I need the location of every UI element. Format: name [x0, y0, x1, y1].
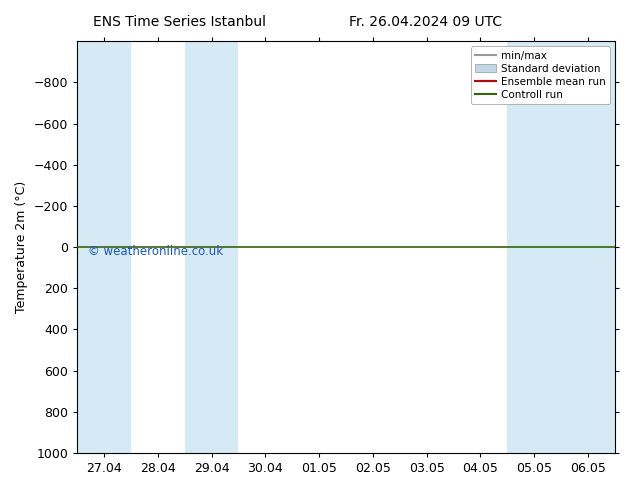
Bar: [561, 41, 615, 453]
Bar: [77, 41, 131, 453]
Bar: [184, 41, 238, 453]
Text: Fr. 26.04.2024 09 UTC: Fr. 26.04.2024 09 UTC: [349, 15, 502, 29]
Legend: min/max, Standard deviation, Ensemble mean run, Controll run: min/max, Standard deviation, Ensemble me…: [470, 47, 610, 104]
Bar: [507, 41, 561, 453]
Y-axis label: Temperature 2m (°C): Temperature 2m (°C): [15, 181, 28, 313]
Text: ENS Time Series Istanbul: ENS Time Series Istanbul: [93, 15, 266, 29]
Text: © weatheronline.co.uk: © weatheronline.co.uk: [88, 245, 223, 258]
